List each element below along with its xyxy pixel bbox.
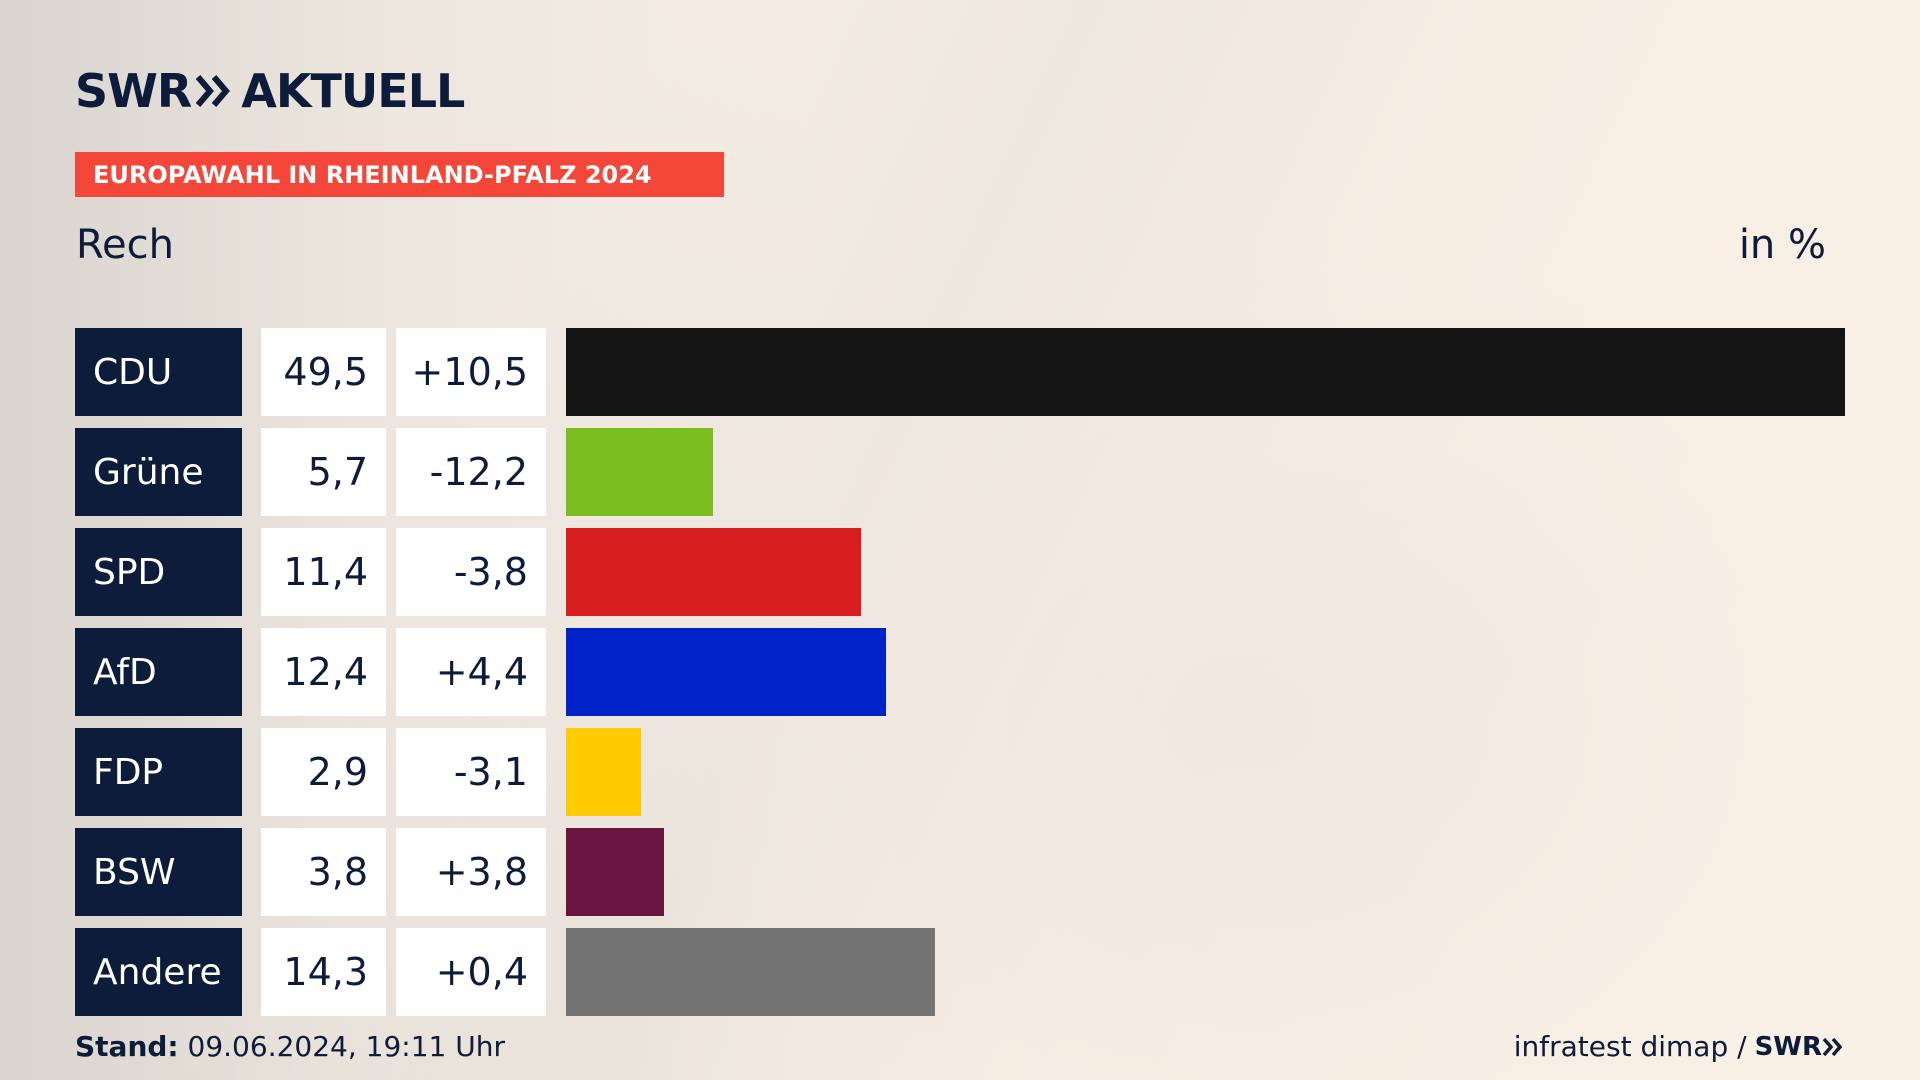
result-bar bbox=[566, 628, 887, 716]
change-label: -12,2 bbox=[396, 428, 546, 516]
source-brand: SWR bbox=[1754, 1031, 1822, 1062]
change-label: -3,1 bbox=[396, 728, 546, 816]
result-bar bbox=[566, 928, 936, 1016]
double-chevron-icon bbox=[1822, 1037, 1843, 1056]
vote-share-label: 5,7 bbox=[261, 428, 386, 516]
stand-value: 09.06.2024, 19:11 Uhr bbox=[187, 1030, 505, 1063]
party-label: CDU bbox=[75, 328, 242, 416]
change-label: +0,4 bbox=[396, 928, 546, 1016]
change-label: +4,4 bbox=[396, 628, 546, 716]
vote-share-label: 2,9 bbox=[261, 728, 386, 816]
election-banner: EUROPAWAHL IN RHEINLAND-PFALZ 2024 bbox=[75, 152, 724, 197]
source-credit: infratest dimap / SWR bbox=[1514, 1030, 1844, 1063]
result-bar bbox=[566, 428, 714, 516]
stand-label: Stand: bbox=[75, 1030, 179, 1063]
brand-section: AKTUELL bbox=[241, 64, 465, 118]
party-label: BSW bbox=[75, 828, 242, 916]
party-label: SPD bbox=[75, 528, 242, 616]
party-label: Andere bbox=[75, 928, 242, 1016]
chart-subtitle: Rech bbox=[76, 222, 174, 268]
vote-share-label: 11,4 bbox=[261, 528, 386, 616]
change-label: +3,8 bbox=[396, 828, 546, 916]
vote-share-label: 49,5 bbox=[261, 328, 386, 416]
swr-aktuell-logo: SWR AKTUELL bbox=[75, 64, 465, 118]
party-label: AfD bbox=[75, 628, 242, 716]
unit-label: in % bbox=[1738, 222, 1826, 268]
result-bar bbox=[566, 528, 861, 616]
double-chevron-icon bbox=[195, 74, 231, 108]
change-label: +10,5 bbox=[396, 328, 546, 416]
source-text: infratest dimap / bbox=[1513, 1030, 1747, 1063]
source-brand-logo: SWR bbox=[1755, 1032, 1844, 1062]
vote-share-label: 12,4 bbox=[261, 628, 386, 716]
vote-share-label: 3,8 bbox=[261, 828, 386, 916]
party-label: FDP bbox=[75, 728, 242, 816]
brand-name: SWR bbox=[75, 64, 192, 118]
change-label: -3,8 bbox=[396, 528, 546, 616]
party-label: Grüne bbox=[75, 428, 242, 516]
result-bar bbox=[566, 728, 641, 816]
vote-share-label: 14,3 bbox=[261, 928, 386, 1016]
result-bar bbox=[566, 828, 665, 916]
timestamp: Stand: 09.06.2024, 19:11 Uhr bbox=[75, 1030, 505, 1063]
result-bar bbox=[566, 328, 1845, 416]
